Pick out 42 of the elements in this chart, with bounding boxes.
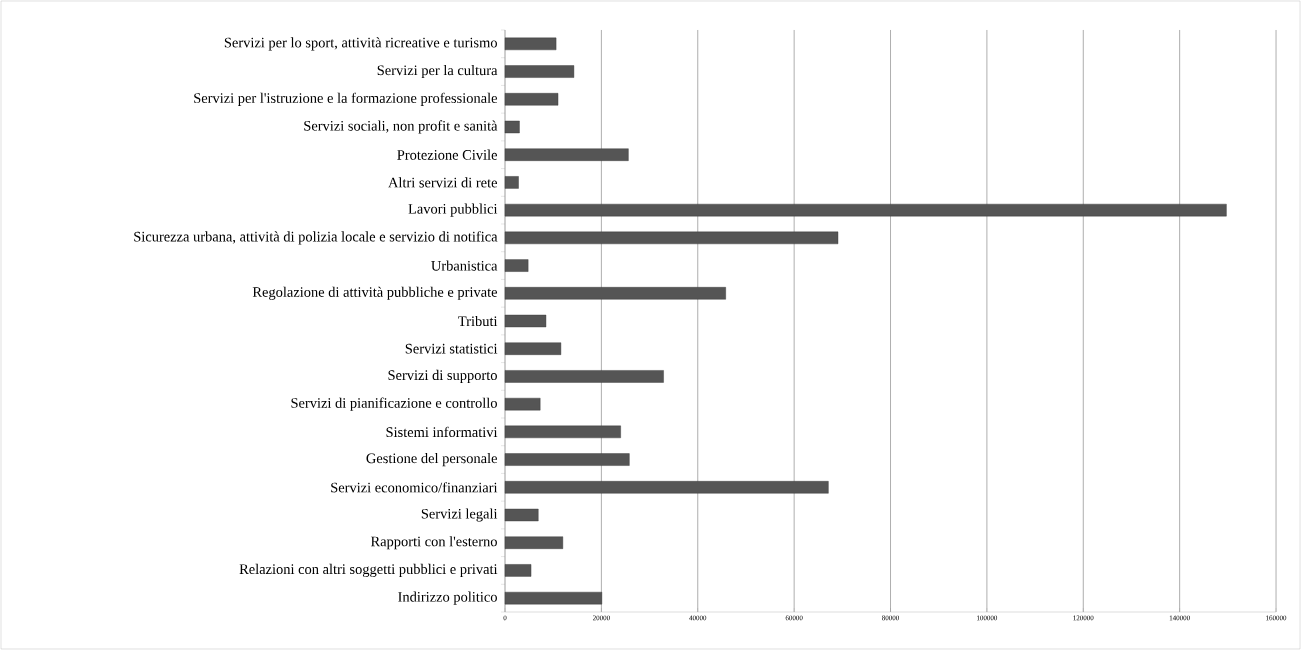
bar [504,536,564,549]
y-tick-label: Servizi statistici [405,343,498,354]
y-tick-label: Altri servizi di rete [388,177,497,188]
bar [504,481,829,494]
bar [504,231,839,245]
y-tick-label: Sistemi informativi [386,426,498,438]
bar [504,203,1227,217]
y-tick-label: Lavori pubblici [408,203,498,217]
y-tick-label: Servizi per la cultura [377,65,498,79]
y-tick-label: Servizi sociali, non profit e sanità [304,120,498,134]
y-tick-label: Relazioni con altri soggetti pubblici e privati [239,563,498,578]
y-tick-label: Regolazione di attività pubbliche e private [252,286,498,300]
bar [504,65,575,78]
bar [504,259,529,272]
bar [504,314,547,328]
bar [504,370,664,383]
bar [504,425,621,439]
y-tick-label: Servizi per l'istruzione e la formazione professionale [194,92,498,106]
bar [504,287,726,300]
bar [504,342,562,355]
y-tick-label: Servizi legali [421,508,498,522]
y-tick-label: Gestione del personale [366,453,497,467]
bar [504,120,520,134]
y-tick-label: Sicurezza urbana, attività di polizia locale e servizio di notifica [134,231,498,245]
y-tick-label: Tributi [458,315,498,327]
y-tick-label: Servizi di supporto [388,369,497,383]
y-tick-label: Urbanistica [431,260,498,271]
bar [504,564,532,577]
bar [504,397,541,411]
bar [504,508,539,522]
bar [504,148,629,161]
y-tick-label: Rapporti con l'esterno [370,536,497,550]
bar [504,591,603,605]
y-tick-label: Servizi di pianificazione e controllo [291,397,497,411]
bar [504,453,630,466]
y-tick-label: Servizi economico/finanziari [331,482,498,493]
y-tick-label: Protezione Civile [397,149,497,160]
bar [504,93,559,106]
bar [504,176,519,189]
y-tick-label: Indirizzo politico [398,591,497,605]
bar [504,37,557,51]
y-tick-label: Servizi per lo sport, attività ricreative e turismo [224,37,497,51]
